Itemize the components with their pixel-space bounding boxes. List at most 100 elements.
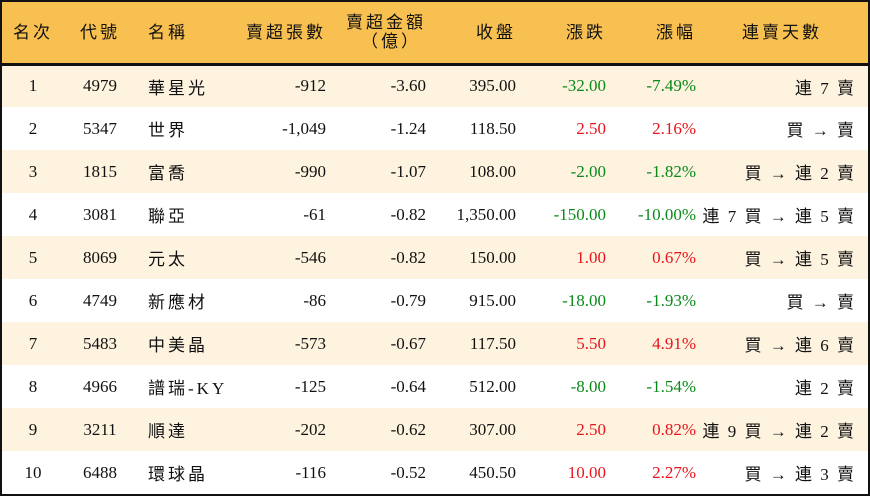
table-row[interactable]: 1 4979 華星光 -912 -3.60 395.00 -32.00 -7.4… bbox=[2, 64, 868, 107]
cell-streak: 買 → 連 5 賣 bbox=[744, 250, 856, 269]
table-row[interactable]: 6 4749 新應材 -86 -0.79 915.00 -18.00 -1.93… bbox=[2, 279, 868, 322]
cell-change-pct: 2.27% bbox=[652, 462, 696, 482]
table-row[interactable]: 9 3211 順達 -202 -0.62 307.00 2.50 0.82% 連… bbox=[2, 408, 868, 451]
cell-rank: 2 bbox=[28, 118, 38, 138]
cell-change: -2.00 bbox=[570, 161, 606, 181]
cell-name[interactable]: 華星光 bbox=[148, 78, 208, 98]
cell-code[interactable]: 4966 bbox=[83, 376, 117, 396]
cell-rank: 1 bbox=[28, 76, 38, 96]
cell-change-pct: 4.91% bbox=[652, 333, 696, 353]
cell-code[interactable]: 5483 bbox=[83, 333, 117, 353]
cell-close: 307.00 bbox=[469, 419, 516, 439]
table-row[interactable]: 5 8069 元太 -546 -0.82 150.00 1.00 0.67% 買… bbox=[2, 236, 868, 279]
cell-code[interactable]: 5347 bbox=[83, 118, 117, 138]
table-header-row: 名次 代號 名稱 賣超張數 賣超金額 （億） 收盤 漲跌 漲幅 連賣天數 bbox=[2, 2, 868, 64]
table-row[interactable]: 10 6488 環球晶 -116 -0.52 450.50 10.00 2.27… bbox=[2, 451, 868, 494]
table-row[interactable]: 3 1815 富喬 -990 -1.07 108.00 -2.00 -1.82%… bbox=[2, 150, 868, 193]
cell-sell-amount: -3.60 bbox=[390, 76, 426, 96]
cell-change: 5.50 bbox=[576, 333, 606, 353]
header-sell-amount-label: 賣超金額 bbox=[346, 13, 426, 33]
cell-change: -18.00 bbox=[562, 290, 606, 310]
cell-code[interactable]: 4979 bbox=[83, 76, 117, 96]
header-change[interactable]: 漲跌 bbox=[566, 22, 606, 42]
cell-name[interactable]: 富喬 bbox=[148, 164, 188, 183]
cell-change: 10.00 bbox=[567, 462, 606, 482]
cell-rank: 8 bbox=[28, 376, 38, 396]
cell-close: 915.00 bbox=[469, 290, 516, 310]
cell-sell-amount: -0.52 bbox=[390, 462, 426, 482]
table-row[interactable]: 4 3081 聯亞 -61 -0.82 1,350.00 -150.00 -10… bbox=[2, 193, 868, 236]
cell-sell-volume: -86 bbox=[303, 290, 326, 310]
header-close[interactable]: 收盤 bbox=[476, 22, 516, 42]
cell-close: 118.50 bbox=[469, 118, 516, 138]
cell-name[interactable]: 順達 bbox=[148, 422, 188, 441]
cell-rank: 10 bbox=[24, 462, 42, 482]
cell-change-pct: -7.49% bbox=[646, 76, 696, 96]
cell-streak: 連 9 買 → 連 2 賣 bbox=[702, 422, 856, 441]
cell-name[interactable]: 聯亞 bbox=[148, 207, 188, 226]
table-row[interactable]: 2 5347 世界 -1,049 -1.24 118.50 2.50 2.16%… bbox=[2, 107, 868, 150]
cell-name[interactable]: 元太 bbox=[148, 250, 188, 269]
cell-change: 2.50 bbox=[576, 118, 606, 138]
cell-code[interactable]: 3081 bbox=[83, 204, 117, 224]
cell-streak: 買 → 連 6 賣 bbox=[744, 336, 856, 355]
cell-rank: 4 bbox=[28, 204, 38, 224]
cell-streak: 買 → 連 2 賣 bbox=[744, 164, 856, 183]
table-row[interactable]: 7 5483 中美晶 -573 -0.67 117.50 5.50 4.91% … bbox=[2, 322, 868, 365]
cell-close: 117.50 bbox=[469, 333, 516, 353]
cell-streak: 連 7 賣 bbox=[795, 78, 856, 98]
cell-rank: 6 bbox=[28, 290, 38, 310]
cell-code[interactable]: 4749 bbox=[83, 290, 117, 310]
cell-change-pct: -1.93% bbox=[646, 290, 696, 310]
cell-change-pct: -1.82% bbox=[646, 161, 696, 181]
cell-sell-volume: -125 bbox=[294, 376, 326, 396]
cell-change: 1.00 bbox=[576, 247, 606, 267]
table-row[interactable]: 8 4966 譜瑞-KY -125 -0.64 512.00 -8.00 -1.… bbox=[2, 365, 868, 408]
cell-name[interactable]: 譜瑞-KY bbox=[148, 379, 228, 398]
cell-sell-volume: -1,049 bbox=[282, 118, 326, 138]
cell-name[interactable]: 中美晶 bbox=[148, 336, 208, 355]
cell-change-pct: -10.00% bbox=[637, 204, 696, 224]
cell-code[interactable]: 8069 bbox=[83, 247, 117, 267]
cell-name[interactable]: 環球晶 bbox=[148, 465, 208, 484]
cell-close: 150.00 bbox=[469, 247, 516, 267]
cell-code[interactable]: 3211 bbox=[83, 419, 117, 439]
cell-change: -32.00 bbox=[562, 76, 606, 96]
cell-sell-amount: -0.82 bbox=[390, 247, 426, 267]
header-sell-amount[interactable]: 賣超金額 （億） bbox=[326, 2, 426, 64]
cell-sell-amount: -1.24 bbox=[390, 118, 426, 138]
cell-change: -150.00 bbox=[553, 204, 606, 224]
cell-sell-volume: -202 bbox=[294, 419, 326, 439]
header-sell-volume[interactable]: 賣超張數 bbox=[246, 22, 326, 42]
header-sell-amount-unit: （億） bbox=[361, 32, 421, 52]
cell-sell-volume: -61 bbox=[303, 204, 326, 224]
cell-change-pct: 2.16% bbox=[652, 118, 696, 138]
cell-name[interactable]: 世界 bbox=[148, 121, 188, 140]
cell-streak: 買 → 連 3 賣 bbox=[744, 465, 856, 484]
cell-sell-amount: -0.62 bbox=[390, 419, 426, 439]
cell-rank: 5 bbox=[28, 247, 38, 267]
cell-close: 395.00 bbox=[469, 76, 516, 96]
cell-change-pct: 0.67% bbox=[652, 247, 696, 267]
cell-sell-volume: -912 bbox=[294, 76, 326, 96]
cell-rank: 3 bbox=[28, 161, 38, 181]
cell-code[interactable]: 1815 bbox=[83, 161, 117, 181]
cell-sell-amount: -1.07 bbox=[390, 161, 426, 181]
cell-change-pct: -1.54% bbox=[646, 376, 696, 396]
cell-sell-amount: -0.64 bbox=[390, 376, 426, 396]
header-code[interactable]: 代號 bbox=[80, 22, 120, 42]
header-change-pct[interactable]: 漲幅 bbox=[656, 22, 696, 42]
cell-sell-volume: -546 bbox=[294, 247, 326, 267]
cell-streak: 連 7 買 → 連 5 賣 bbox=[702, 207, 856, 226]
header-streak[interactable]: 連賣天數 bbox=[742, 22, 822, 42]
cell-name[interactable]: 新應材 bbox=[148, 293, 208, 312]
cell-sell-volume: -990 bbox=[294, 161, 326, 181]
cell-code[interactable]: 6488 bbox=[83, 462, 117, 482]
cell-streak: 買 → 賣 bbox=[786, 121, 856, 140]
header-name[interactable]: 名稱 bbox=[148, 22, 188, 42]
header-rank[interactable]: 名次 bbox=[13, 22, 53, 42]
cell-streak: 買 → 賣 bbox=[786, 293, 856, 312]
cell-close: 450.50 bbox=[469, 462, 516, 482]
